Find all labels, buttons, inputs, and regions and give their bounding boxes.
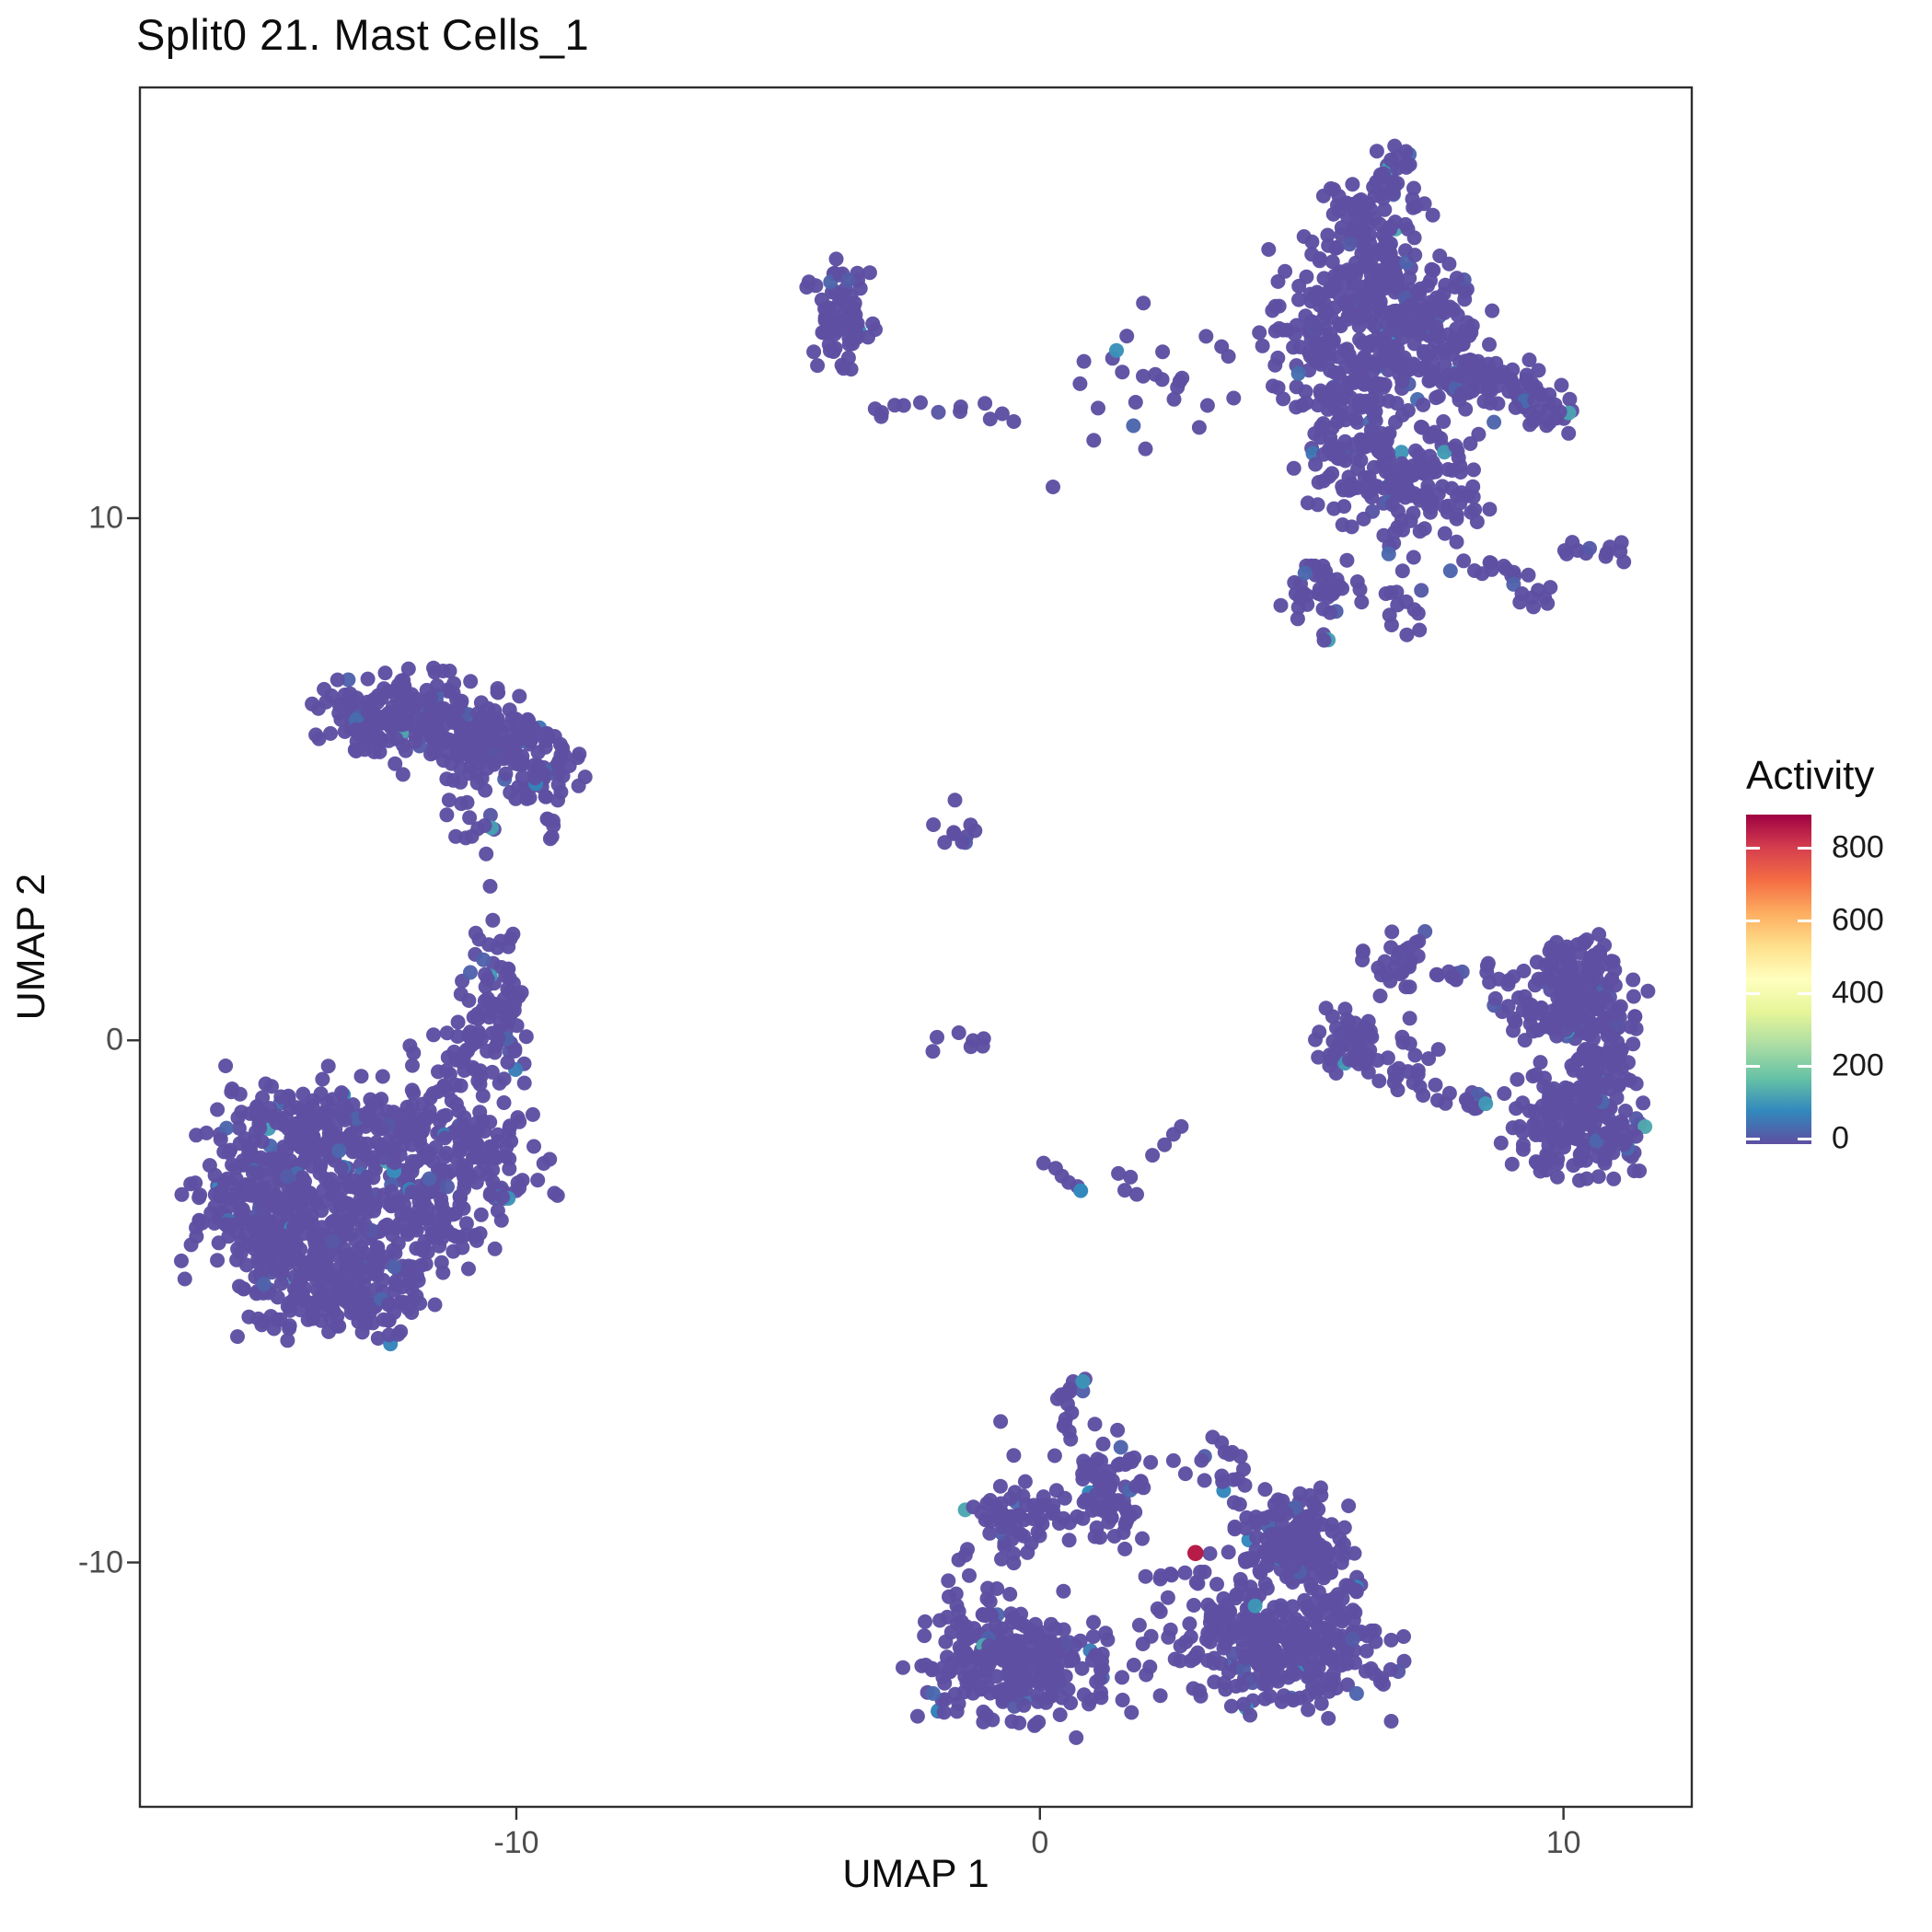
scatter-points-layer <box>174 138 1656 1745</box>
x-axis-title: UMAP 1 <box>842 1852 989 1896</box>
legend-tick-label: 200 <box>1832 1047 1884 1083</box>
legend-colorbar-tick <box>1746 920 1760 922</box>
legend-colorbar-tick <box>1798 992 1811 995</box>
legend-colorbar-tick <box>1746 1065 1760 1068</box>
legend-colorbar-tick <box>1798 920 1811 922</box>
y-axis-title: UMAP 2 <box>8 873 53 1021</box>
y-tick-label: 10 <box>88 500 123 536</box>
legend-tick-label: 0 <box>1832 1120 1849 1156</box>
legend-tick-label: 400 <box>1832 975 1884 1011</box>
legend-tick-label: 800 <box>1832 829 1884 865</box>
activity-legend: Activity 800 600 400 200 0 <box>1742 753 1932 1176</box>
plot-title: Split0 21. Mast Cells_1 <box>136 10 590 59</box>
legend-colorbar <box>1746 815 1811 1144</box>
legend-colorbar-tick <box>1746 1138 1760 1140</box>
max-activity-point <box>1187 1544 1204 1562</box>
axis-ticks-layer <box>127 516 1565 1820</box>
legend-colorbar-tick <box>1798 1138 1811 1140</box>
panel-border <box>138 86 1694 1809</box>
legend-colorbar-tick <box>1798 1065 1811 1068</box>
legend-colorbar-tick <box>1798 847 1811 850</box>
legend-colorbar-tick <box>1746 847 1760 850</box>
legend-tick-label: 600 <box>1832 902 1884 938</box>
legend-colorbar-tick <box>1746 992 1760 995</box>
y-axis-title-wrap: UMAP 2 <box>6 87 57 1807</box>
x-tick-label: 10 <box>1545 1825 1581 1860</box>
legend-title: Activity <box>1746 753 1875 798</box>
x-tick-label: -10 <box>493 1825 539 1860</box>
y-tick-label: -10 <box>77 1544 123 1580</box>
y-tick-label: 0 <box>106 1022 123 1058</box>
x-tick-label: 0 <box>1031 1825 1049 1860</box>
